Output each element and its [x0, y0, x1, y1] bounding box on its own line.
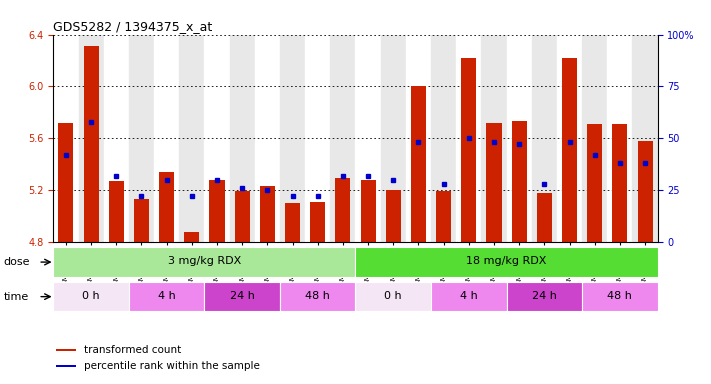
Bar — [53, 282, 129, 311]
Bar — [532, 35, 557, 242]
Bar — [179, 35, 205, 242]
Bar — [184, 232, 199, 242]
Bar — [129, 35, 154, 242]
Bar — [78, 35, 104, 242]
Text: 4 h: 4 h — [460, 291, 478, 301]
Bar — [633, 35, 658, 242]
Text: dose: dose — [4, 257, 30, 267]
Bar — [587, 124, 602, 242]
Bar — [280, 282, 356, 311]
Text: 3 mg/kg RDX: 3 mg/kg RDX — [168, 257, 241, 266]
Bar — [331, 35, 356, 242]
Text: GDS5282 / 1394375_x_at: GDS5282 / 1394375_x_at — [53, 20, 213, 33]
Text: 48 h: 48 h — [305, 291, 330, 301]
Bar — [336, 179, 351, 242]
Bar — [411, 86, 426, 242]
Bar — [255, 35, 280, 242]
Bar — [582, 282, 658, 311]
Bar — [235, 191, 250, 242]
Bar — [356, 35, 380, 242]
Bar — [431, 282, 506, 311]
Bar — [431, 35, 456, 242]
Bar — [230, 35, 255, 242]
Bar — [562, 58, 577, 242]
Bar — [638, 141, 653, 242]
Bar — [486, 123, 501, 242]
Bar — [380, 35, 406, 242]
Bar — [406, 35, 431, 242]
Bar — [537, 193, 552, 242]
Bar — [506, 282, 582, 311]
Text: percentile rank within the sample: percentile rank within the sample — [84, 361, 260, 371]
Text: 24 h: 24 h — [230, 291, 255, 301]
Bar — [109, 181, 124, 242]
Text: 0 h: 0 h — [385, 291, 402, 301]
Bar — [53, 247, 356, 277]
Bar — [58, 123, 73, 242]
Bar — [159, 172, 174, 242]
Bar — [56, 365, 76, 367]
Bar — [129, 282, 205, 311]
Bar — [612, 124, 627, 242]
Bar — [205, 35, 230, 242]
Bar — [285, 203, 300, 242]
Bar — [456, 35, 481, 242]
Bar — [280, 35, 305, 242]
Bar — [104, 35, 129, 242]
Bar — [512, 121, 527, 242]
Bar — [134, 199, 149, 242]
Bar — [205, 282, 280, 311]
Text: 4 h: 4 h — [158, 291, 176, 301]
Bar — [260, 186, 275, 242]
Bar — [53, 35, 78, 242]
Bar — [436, 191, 451, 242]
Bar — [607, 35, 633, 242]
Text: 24 h: 24 h — [532, 291, 557, 301]
Bar — [356, 282, 431, 311]
Text: 18 mg/kg RDX: 18 mg/kg RDX — [466, 257, 547, 266]
Bar — [305, 35, 331, 242]
Bar — [481, 35, 506, 242]
Bar — [461, 58, 476, 242]
Text: 48 h: 48 h — [607, 291, 632, 301]
Bar — [360, 180, 375, 242]
Bar — [356, 247, 658, 277]
Bar — [56, 349, 76, 351]
Bar — [385, 190, 401, 242]
Bar — [210, 180, 225, 242]
Bar — [310, 202, 325, 242]
Bar — [506, 35, 532, 242]
Text: 0 h: 0 h — [82, 291, 100, 301]
Bar — [582, 35, 607, 242]
Bar — [154, 35, 179, 242]
Bar — [84, 46, 99, 242]
Text: time: time — [4, 291, 29, 302]
Text: transformed count: transformed count — [84, 345, 181, 355]
Bar — [557, 35, 582, 242]
